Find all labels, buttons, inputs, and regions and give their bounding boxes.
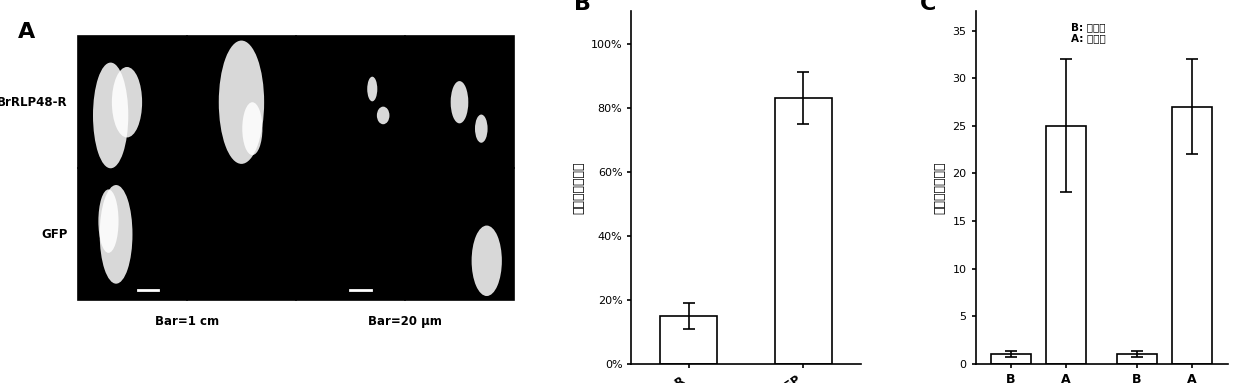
Ellipse shape	[377, 106, 389, 124]
Text: A: A	[17, 22, 35, 42]
Bar	[78, 36, 187, 168]
Text: Bar=1 cm: Bar=1 cm	[155, 314, 219, 327]
Ellipse shape	[475, 115, 487, 143]
Bar	[1117, 354, 1157, 364]
Bar	[405, 168, 515, 300]
Bar	[405, 36, 515, 168]
Ellipse shape	[471, 226, 502, 296]
Text: GFP: GFP	[41, 228, 68, 241]
Ellipse shape	[93, 62, 128, 168]
Ellipse shape	[450, 81, 469, 123]
Bar	[187, 168, 296, 300]
Bar	[296, 168, 405, 300]
Bar	[78, 168, 187, 300]
Ellipse shape	[218, 41, 264, 164]
Bar	[296, 36, 405, 168]
Bar	[775, 98, 832, 364]
Text: Bar=20 μm: Bar=20 μm	[368, 314, 441, 327]
Bar	[660, 316, 718, 364]
Bar	[991, 354, 1030, 364]
Y-axis label: 感病子叶百分比: 感病子叶百分比	[572, 161, 585, 214]
Text: B: 注射前
A: 注射后: B: 注射前 A: 注射后	[1071, 22, 1106, 44]
Bar	[1173, 107, 1211, 364]
Bar	[1047, 126, 1086, 364]
Ellipse shape	[242, 102, 263, 155]
Bar	[187, 36, 296, 168]
Ellipse shape	[98, 190, 119, 253]
Ellipse shape	[112, 67, 143, 137]
Text: B: B	[574, 0, 591, 14]
Text: C: C	[920, 0, 936, 14]
Ellipse shape	[99, 185, 133, 284]
Text: BrRLP48-R: BrRLP48-R	[0, 96, 68, 109]
Ellipse shape	[367, 77, 377, 101]
Y-axis label: 病图相对表达量: 病图相对表达量	[934, 161, 947, 214]
